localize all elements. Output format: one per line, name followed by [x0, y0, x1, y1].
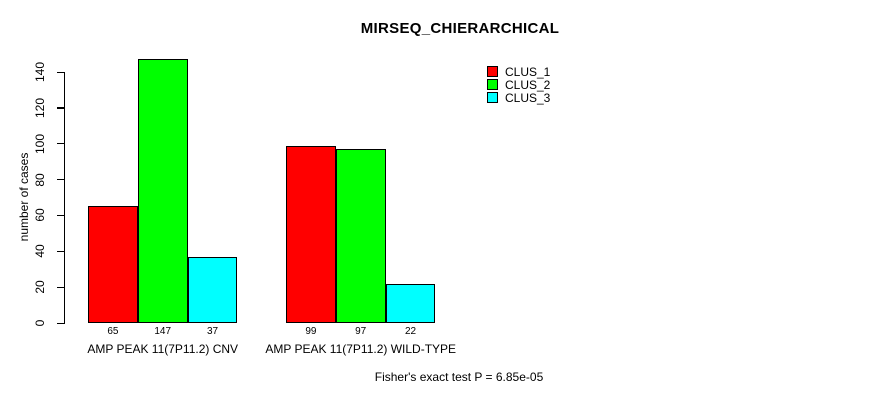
- y-tick-label: 0: [33, 319, 47, 327]
- y-tick: [56, 107, 64, 109]
- y-tick: [56, 322, 64, 324]
- y-axis-line: [63, 72, 65, 324]
- x-category-label: AMP PEAK 11(7P11.2) CNV: [87, 342, 239, 356]
- y-tick: [56, 214, 64, 217]
- y-tick-label: 100: [33, 133, 47, 154]
- annotation-text: Fisher's exact test P = 6.85e-05: [374, 370, 544, 384]
- y-tick-label: 80: [33, 172, 47, 187]
- x-category-label: AMP PEAK 11(7P11.2) WILD-TYPE: [265, 342, 457, 356]
- bar-value-label: 65: [107, 325, 119, 337]
- y-tick: [56, 250, 64, 252]
- y-tick-label: 120: [33, 97, 47, 118]
- bar-clus_2-group2: [335, 149, 386, 323]
- bar-clus_3-group1: [187, 256, 238, 323]
- legend-swatch-clus3: [487, 92, 498, 103]
- bar-value-label: 22: [404, 325, 417, 337]
- bar-value-label: 37: [206, 325, 219, 337]
- legend-item-clus1: CLUS_1: [487, 64, 551, 79]
- bar-clus_1-group2: [286, 145, 336, 323]
- bar-clus_1-group1: [88, 206, 138, 323]
- legend-swatch-clus2: [487, 79, 498, 90]
- legend-item-clus2: CLUS_2: [487, 77, 551, 92]
- y-tick: [56, 286, 64, 288]
- legend-item-clus3: CLUS_3: [487, 90, 551, 105]
- y-tick: [56, 179, 64, 181]
- y-tick-label: 40: [33, 244, 47, 258]
- bar-value-label: 147: [154, 325, 172, 337]
- bar-value-label: 97: [355, 325, 367, 337]
- y-tick-label: 60: [33, 208, 47, 223]
- y-tick: [56, 71, 64, 73]
- y-tick-label: 20: [33, 280, 47, 294]
- y-tick-label: 140: [33, 61, 47, 83]
- legend: CLUS_1 CLUS_2 CLUS_3: [487, 64, 551, 105]
- y-tick: [56, 143, 64, 145]
- legend-swatch-clus1: [487, 66, 498, 77]
- bar-value-label: 99: [305, 325, 317, 337]
- legend-label-clus1: CLUS_1: [505, 64, 551, 79]
- bar-clus_3-group2: [385, 283, 436, 323]
- legend-label-clus3: CLUS_3: [505, 90, 551, 105]
- chart-title: MIRSEQ_CHIERARCHICAL: [360, 20, 560, 37]
- bar-clus_2-group1: [137, 59, 188, 323]
- legend-label-clus2: CLUS_2: [505, 77, 551, 92]
